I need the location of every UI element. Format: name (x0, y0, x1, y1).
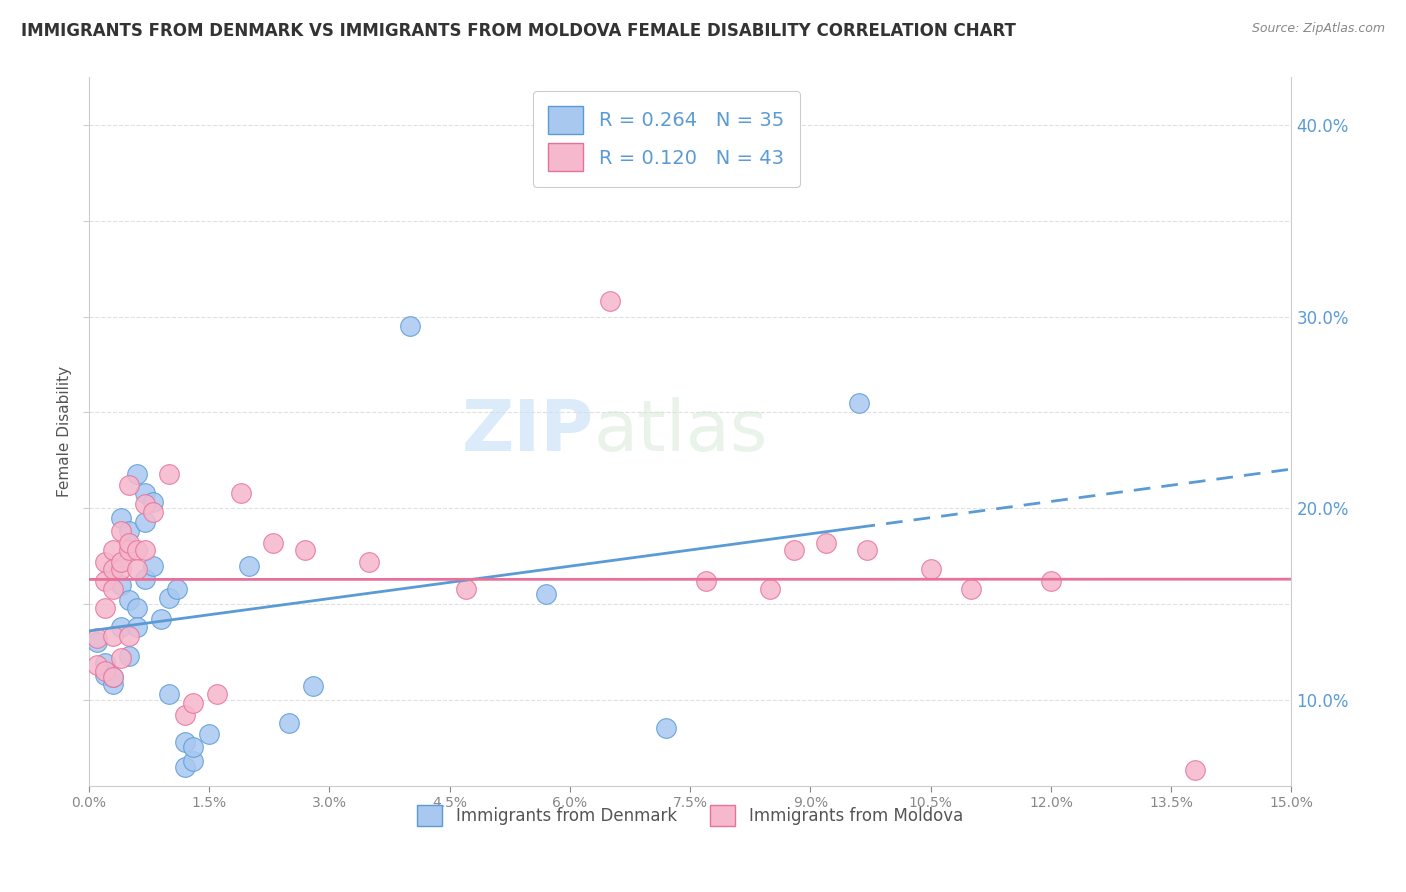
Point (534, 587, 557, 601)
Point (118, 648, 141, 663)
Point (174, 735, 197, 749)
Point (101, 630, 124, 644)
Point (125, 467, 148, 481)
Point (125, 600, 148, 615)
Point (359, 555, 381, 569)
Point (181, 697, 204, 711)
Point (198, 727, 221, 741)
Point (101, 562, 124, 576)
Point (86, 632, 108, 646)
Point (599, 294, 621, 309)
Point (655, 722, 678, 736)
Text: Source: ZipAtlas.com: Source: ZipAtlas.com (1251, 22, 1385, 36)
Point (142, 505, 165, 519)
Point (94, 667, 117, 681)
Point (205, 687, 228, 701)
Point (783, 543, 806, 558)
Point (142, 558, 165, 573)
Point (1184, 764, 1206, 778)
Point (110, 555, 132, 569)
Point (181, 754, 204, 768)
Point (302, 679, 325, 693)
Point (94, 574, 117, 588)
Point (815, 535, 838, 549)
Point (94, 555, 117, 569)
Point (110, 524, 132, 538)
Point (398, 319, 420, 334)
Point (101, 582, 124, 596)
Point (695, 574, 717, 588)
Point (134, 572, 156, 586)
Point (150, 612, 173, 626)
Point (86, 658, 108, 673)
Point (101, 677, 124, 691)
Point (118, 478, 141, 492)
Point (118, 630, 141, 644)
Point (238, 558, 260, 573)
Point (101, 670, 124, 684)
Point (294, 543, 316, 558)
Point (94, 657, 117, 671)
Point (759, 582, 782, 596)
Text: atlas: atlas (593, 397, 768, 467)
Point (118, 535, 141, 549)
Point (157, 687, 180, 701)
Text: IMMIGRANTS FROM DENMARK VS IMMIGRANTS FROM MOLDOVA FEMALE DISABILITY CORRELATION: IMMIGRANTS FROM DENMARK VS IMMIGRANTS FR… (21, 22, 1017, 40)
Point (118, 543, 141, 558)
Point (110, 578, 132, 592)
Point (855, 543, 877, 558)
Point (848, 396, 870, 410)
Point (181, 740, 204, 755)
Point (110, 510, 132, 524)
Point (262, 535, 284, 549)
Point (94, 664, 117, 678)
Point (157, 591, 180, 606)
Point (118, 524, 141, 538)
Point (101, 543, 124, 558)
Point (94, 600, 117, 615)
Point (454, 582, 477, 596)
Point (157, 467, 180, 481)
Point (166, 582, 188, 596)
Point (959, 582, 981, 596)
Point (118, 593, 141, 607)
Point (134, 543, 156, 558)
Point (125, 543, 148, 558)
Point (125, 562, 148, 576)
Point (920, 562, 942, 576)
Point (125, 620, 148, 634)
Point (1039, 574, 1062, 588)
Point (86, 635, 108, 649)
Point (231, 486, 253, 500)
Point (278, 715, 301, 730)
Legend: Immigrants from Denmark, Immigrants from Moldova: Immigrants from Denmark, Immigrants from… (409, 797, 972, 834)
Point (101, 670, 124, 684)
Point (134, 486, 156, 500)
Point (110, 620, 132, 634)
Point (174, 708, 197, 723)
Point (174, 759, 197, 773)
Point (134, 497, 156, 511)
Point (134, 515, 156, 529)
Point (110, 562, 132, 576)
Y-axis label: Female Disability: Female Disability (58, 366, 72, 497)
Point (142, 495, 165, 509)
Point (110, 650, 132, 665)
Text: ZIP: ZIP (461, 397, 593, 467)
